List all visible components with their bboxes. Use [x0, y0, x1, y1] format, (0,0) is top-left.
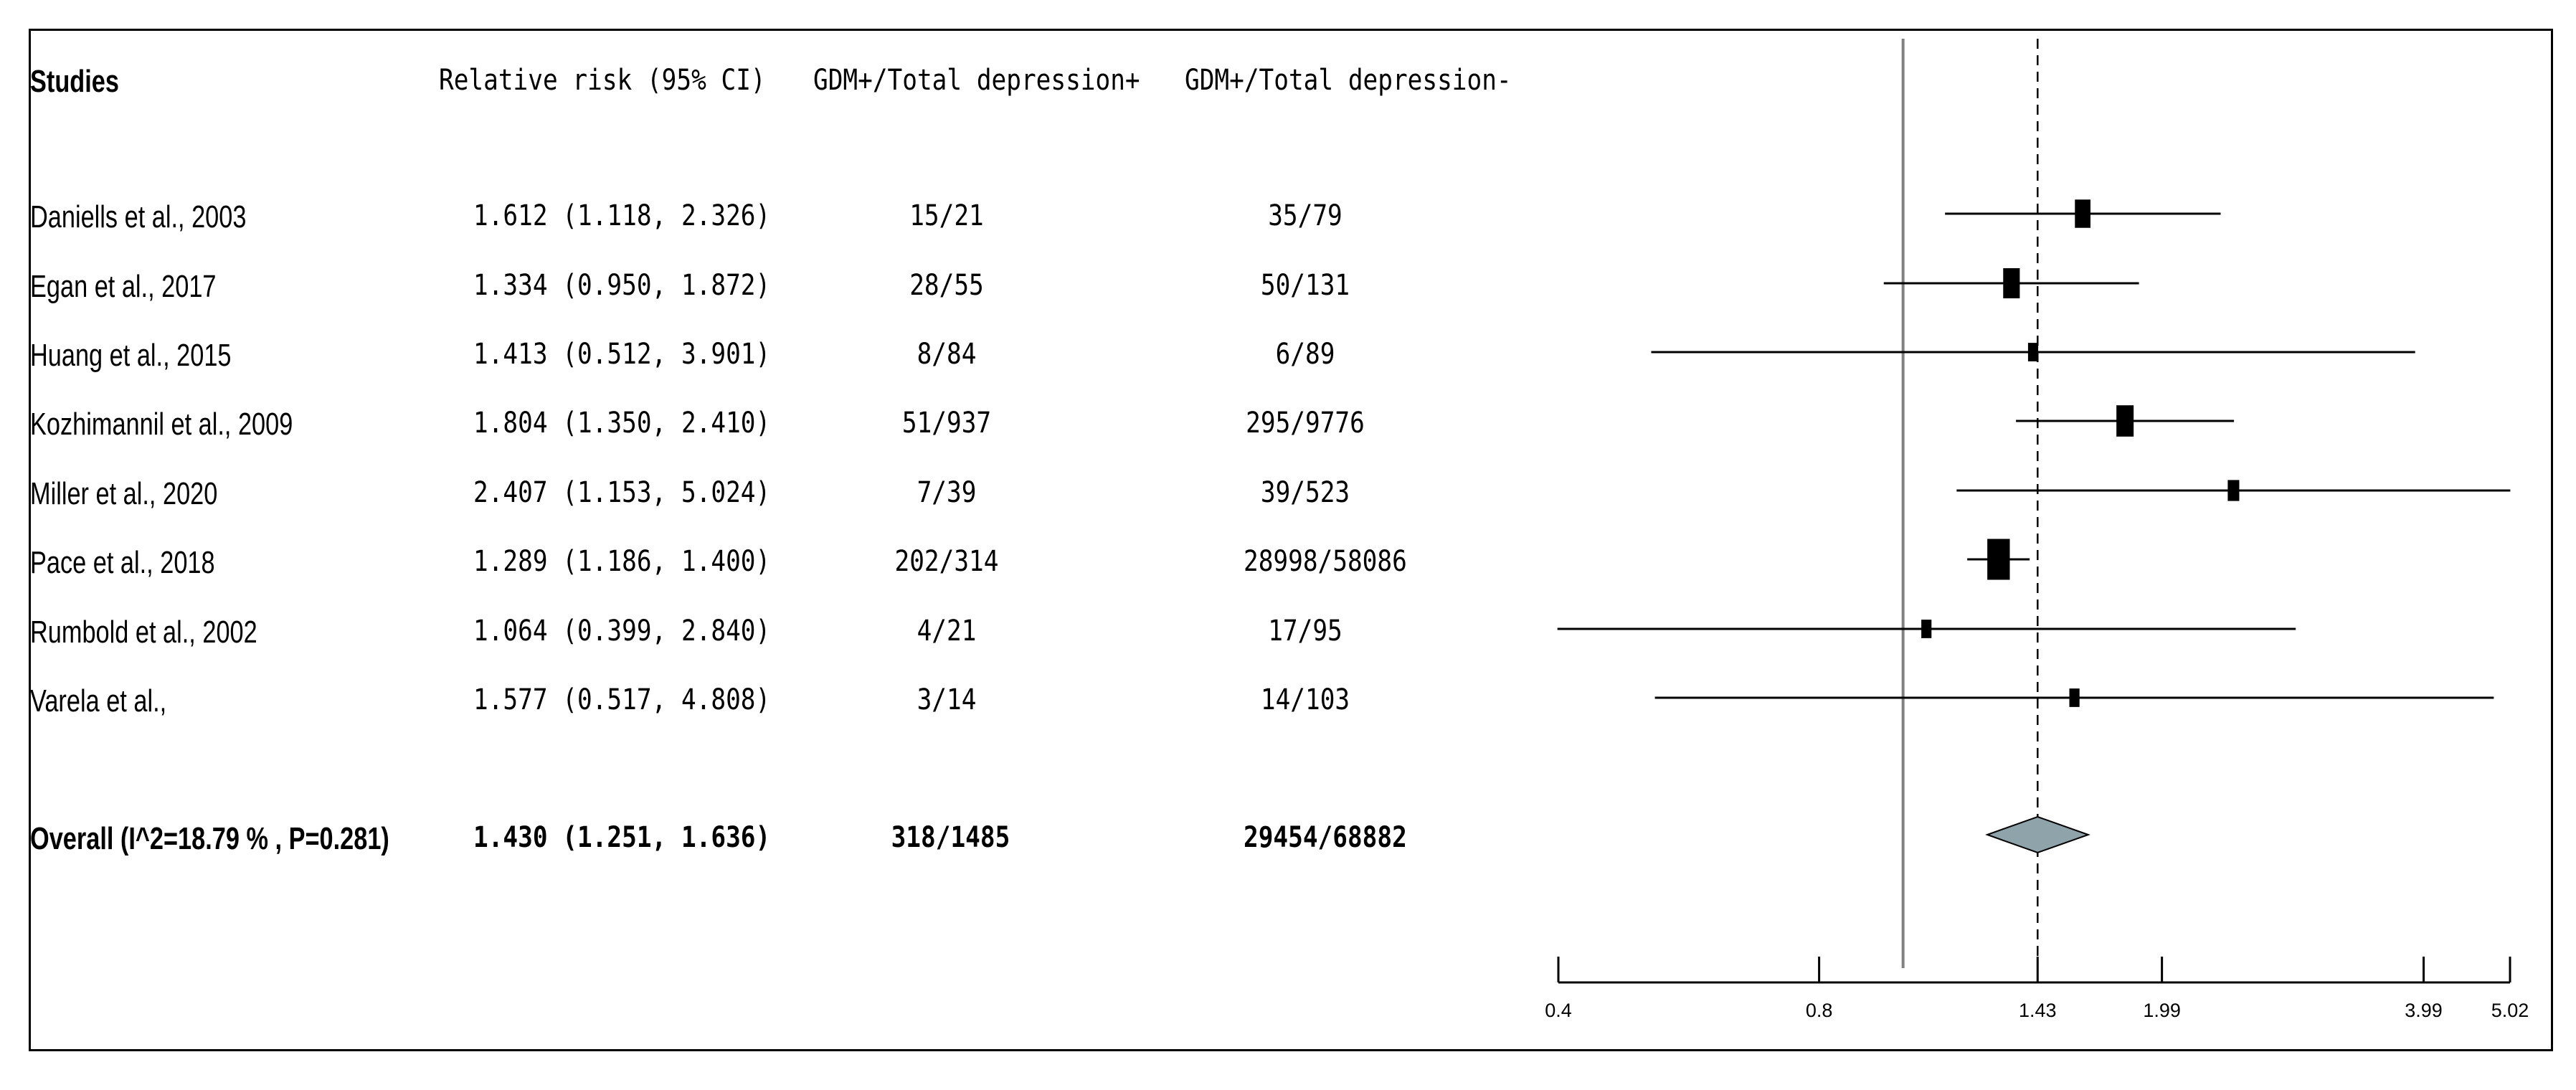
- gdm-depression-neg-value: 17/95: [1268, 615, 1343, 648]
- study-marker: [2075, 199, 2090, 228]
- gdm-depression-neg-value: 295/9776: [1246, 407, 1365, 440]
- study-marker: [2027, 343, 2039, 361]
- study-label: Varela et al.,: [30, 683, 167, 719]
- study-marker: [1921, 620, 1932, 638]
- gdm-depression-pos-value: 28/55: [909, 269, 984, 302]
- study-marker: [2227, 480, 2240, 501]
- gdm-depression-neg-value: 35/79: [1268, 199, 1343, 232]
- gdm-depression-pos-value: 4/21: [917, 615, 977, 648]
- overall-label: Overall (I^2=18.79 % , P=0.281): [30, 821, 389, 856]
- x-tick-label: 1.43: [2019, 1000, 2057, 1021]
- overall-gdm-depression-pos-value: 318/1485: [891, 821, 1010, 854]
- study-marker: [2069, 688, 2080, 707]
- gdm-depression-neg-value: 14/103: [1260, 683, 1350, 716]
- study-marker: [1987, 539, 2010, 580]
- relative-risk-value: 1.577 (0.517, 4.808): [473, 683, 771, 716]
- x-tick-label: 5.02: [2491, 1000, 2529, 1021]
- header-gdm-depression-pos: GDM+/Total depression+: [813, 64, 1140, 97]
- study-label: Huang et al., 2015: [30, 338, 232, 373]
- gdm-depression-pos-value: 8/84: [917, 338, 977, 371]
- header-gdm-depression-neg: GDM+/Total depression-: [1185, 64, 1512, 97]
- figure-frame: [29, 29, 2553, 1051]
- study-label: Rumbold et al., 2002: [30, 615, 257, 650]
- overall-relative-risk-value: 1.430 (1.251, 1.636): [473, 821, 771, 854]
- gdm-depression-neg-value: 39/523: [1260, 476, 1350, 509]
- study-label: Kozhimannil et al., 2009: [30, 407, 293, 442]
- relative-risk-value: 1.804 (1.350, 2.410): [473, 407, 771, 440]
- gdm-depression-pos-value: 7/39: [917, 476, 977, 509]
- study-marker: [2003, 267, 2020, 299]
- relative-risk-value: 1.612 (1.118, 2.326): [473, 199, 771, 232]
- relative-risk-value: 1.334 (0.950, 1.872): [473, 269, 771, 302]
- gdm-depression-pos-value: 202/314: [894, 545, 999, 578]
- study-label: Egan et al., 2017: [30, 269, 217, 304]
- x-tick-label: 0.4: [1545, 1000, 1572, 1021]
- relative-risk-value: 1.289 (1.186, 1.400): [473, 545, 771, 578]
- gdm-depression-neg-value: 6/89: [1275, 338, 1335, 371]
- gdm-depression-pos-value: 3/14: [917, 683, 977, 716]
- x-tick-label: 0.8: [1806, 1000, 1833, 1021]
- x-tick-label: 3.99: [2405, 1000, 2443, 1021]
- x-tick-label: 1.99: [2143, 1000, 2181, 1021]
- header-relative-risk: Relative risk (95% CI): [439, 64, 766, 97]
- relative-risk-value: 1.064 (0.399, 2.840): [473, 615, 771, 648]
- gdm-depression-pos-value: 15/21: [909, 199, 984, 232]
- gdm-depression-pos-value: 51/937: [901, 407, 992, 440]
- study-label: Daniells et al., 2003: [30, 199, 247, 234]
- overall-diamond: [1985, 815, 2090, 854]
- relative-risk-value: 1.413 (0.512, 3.901): [473, 338, 771, 371]
- gdm-depression-neg-value: 50/131: [1260, 269, 1350, 302]
- study-label: Miller et al., 2020: [30, 476, 218, 511]
- study-label: Pace et al., 2018: [30, 545, 215, 580]
- relative-risk-value: 2.407 (1.153, 5.024): [473, 476, 771, 509]
- study-marker: [2116, 405, 2134, 437]
- header-studies: Studies: [30, 64, 119, 99]
